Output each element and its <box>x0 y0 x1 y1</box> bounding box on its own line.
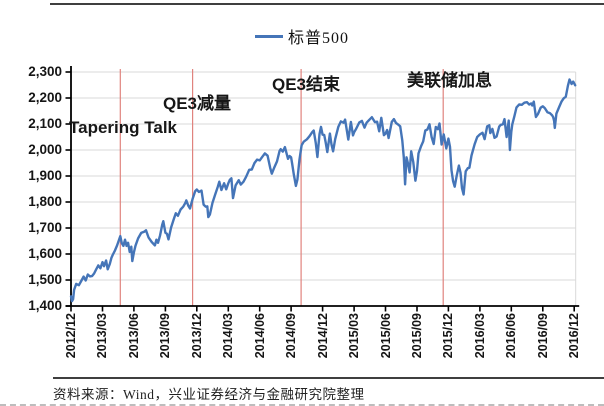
event-annotation: QE3结束 <box>272 75 341 94</box>
x-tick-label: 2015/12 <box>441 313 456 359</box>
x-tick-label: 2014/06 <box>252 313 267 359</box>
x-tick-label: 2013/06 <box>126 313 141 359</box>
legend-line-swatch <box>254 34 283 38</box>
y-tick-label: 1,400 <box>28 298 62 313</box>
event-annotation: 美联储加息 <box>407 71 492 90</box>
x-tick-label: 2012/12 <box>64 313 78 359</box>
x-tick-label: 2014/09 <box>284 313 299 359</box>
y-tick-label: 2,300 <box>28 64 62 79</box>
x-tick-label: 2014/03 <box>221 313 236 359</box>
legend-label: 标普500 <box>287 30 349 47</box>
x-tick-label: 2013/09 <box>158 313 173 359</box>
x-tick-label: 2015/06 <box>378 313 393 359</box>
x-tick-label: 2015/03 <box>347 313 362 359</box>
bottom-divider <box>53 377 604 379</box>
x-tick-label: 2016/06 <box>504 313 519 359</box>
event-annotation: QE3减量 <box>163 94 232 113</box>
y-tick-label: 2,200 <box>28 90 62 105</box>
x-tick-label: 2013/12 <box>189 313 204 359</box>
y-tick-label: 1,500 <box>28 272 62 287</box>
event-annotation: Tapering Talk <box>69 118 178 137</box>
y-tick-label: 2,100 <box>28 116 62 131</box>
x-tick-label: 2016/03 <box>472 313 487 359</box>
y-tick-label: 2,000 <box>28 142 62 157</box>
y-tick-label: 1,800 <box>28 194 62 209</box>
y-tick-label: 1,900 <box>28 168 62 183</box>
y-tick-label: 1,600 <box>28 246 62 261</box>
x-tick-label: 2016/12 <box>567 313 582 359</box>
y-tick-label: 1,700 <box>28 220 62 235</box>
x-tick-label: 2014/12 <box>315 313 330 359</box>
x-tick-label: 2013/03 <box>95 313 110 359</box>
x-tick-label: 2015/09 <box>409 313 424 359</box>
top-divider <box>50 3 604 5</box>
bottom-dashed-edge <box>0 404 604 406</box>
x-tick-label: 2016/09 <box>535 313 550 359</box>
source-note: 资料来源：Wind，兴业证券经济与金融研究院整理 <box>53 387 365 402</box>
chart-legend: 标普500 <box>0 24 604 48</box>
